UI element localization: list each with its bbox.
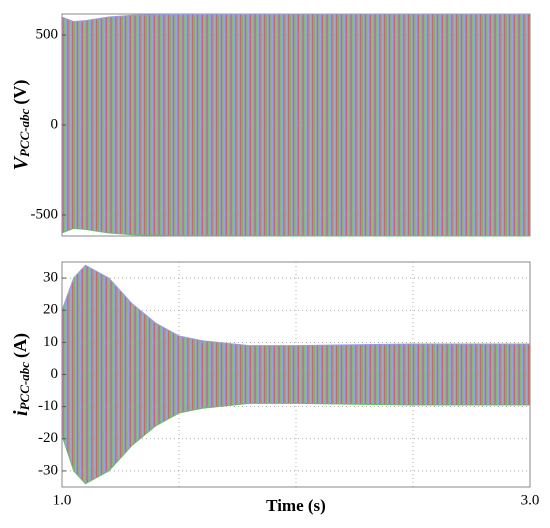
y-tick-label: 0 [51, 366, 59, 382]
x-axis-label: Time (s) [266, 496, 326, 515]
y-label-subscript: PCC-abc [17, 108, 32, 157]
y-label-unit: (V) [10, 80, 31, 105]
y-tick-label: 10 [43, 334, 58, 350]
y-label-symbol: V [10, 155, 32, 170]
y-label-subscript: PCC-abc [17, 362, 32, 411]
y-label-symbol: i [10, 410, 32, 416]
lower-envelope [61, 402, 530, 485]
y-tick-label: -20 [38, 430, 58, 446]
y-axis-label: VPCC-abc (V) [10, 80, 32, 171]
y-tick-label: -500 [31, 206, 59, 222]
y-tick-label: 0 [51, 116, 59, 132]
lower-envelope [61, 227, 530, 237]
y-tick-label: 20 [43, 302, 58, 318]
waveform-band [62, 14, 530, 236]
y-tick-label: -30 [38, 462, 58, 478]
y-tick-label: 30 [43, 270, 58, 286]
upper-envelope [61, 264, 530, 347]
x-tick-label: 3.0 [521, 492, 540, 508]
x-tick-label: 1.0 [53, 492, 72, 508]
y-label-unit: (A) [10, 333, 31, 358]
y-tick-label: -10 [38, 398, 58, 414]
y-axis-label: iPCC-abc (A) [10, 333, 32, 416]
y-tick-label: 500 [36, 26, 59, 42]
upper-envelope [61, 13, 530, 23]
